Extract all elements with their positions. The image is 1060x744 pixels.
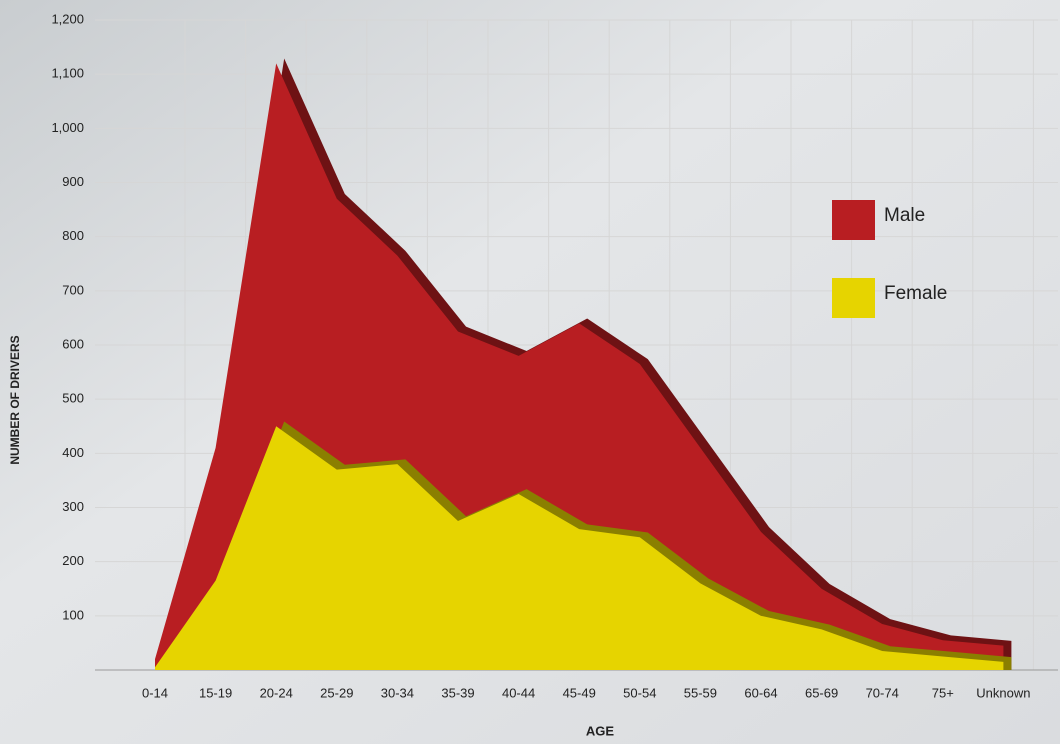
y-tick-label: 100 (62, 607, 84, 622)
legend-label: Female (884, 283, 947, 304)
x-tick-label: 75+ (932, 685, 954, 700)
y-tick-label: 700 (62, 282, 84, 297)
y-tick-label: 300 (62, 499, 84, 514)
legend-label: Male (884, 205, 925, 226)
x-tick-label: 40-44 (502, 685, 535, 700)
x-tick-label: 65-69 (805, 685, 838, 700)
x-tick-label: 30-34 (381, 685, 414, 700)
x-tick-label: 25-29 (320, 685, 353, 700)
y-tick-label: 1,100 (51, 66, 84, 81)
x-tick-label: Unknown (976, 685, 1030, 700)
x-axis-title: AGE (586, 723, 615, 738)
y-tick-label: 900 (62, 174, 84, 189)
y-tick-label: 500 (62, 391, 84, 406)
legend-swatch (832, 200, 875, 240)
x-tick-label: 20-24 (260, 685, 293, 700)
x-tick-label: 55-59 (684, 685, 717, 700)
chart: AGE NUMBER OF DRIVERS 100 200 300 400 500 600… (0, 0, 1060, 744)
y-tick-label: 1,000 (51, 120, 84, 135)
legend-swatch (832, 278, 875, 318)
x-tick-label: 15-19 (199, 685, 232, 700)
x-tick-label: 50-54 (623, 685, 656, 700)
x-tick-label: 45-49 (563, 685, 596, 700)
x-tick-label: 35-39 (441, 685, 474, 700)
x-tick-label: 0-14 (142, 685, 168, 700)
y-tick-label: 600 (62, 336, 84, 351)
x-tick-label: 70-74 (866, 685, 899, 700)
y-tick-label: 1,200 (51, 11, 84, 26)
y-axis-title: NUMBER OF DRIVERS (8, 335, 22, 464)
x-tick-label: 60-64 (744, 685, 777, 700)
y-tick-label: 200 (62, 553, 84, 568)
y-tick-label: 800 (62, 228, 84, 243)
y-tick-label: 400 (62, 445, 84, 460)
